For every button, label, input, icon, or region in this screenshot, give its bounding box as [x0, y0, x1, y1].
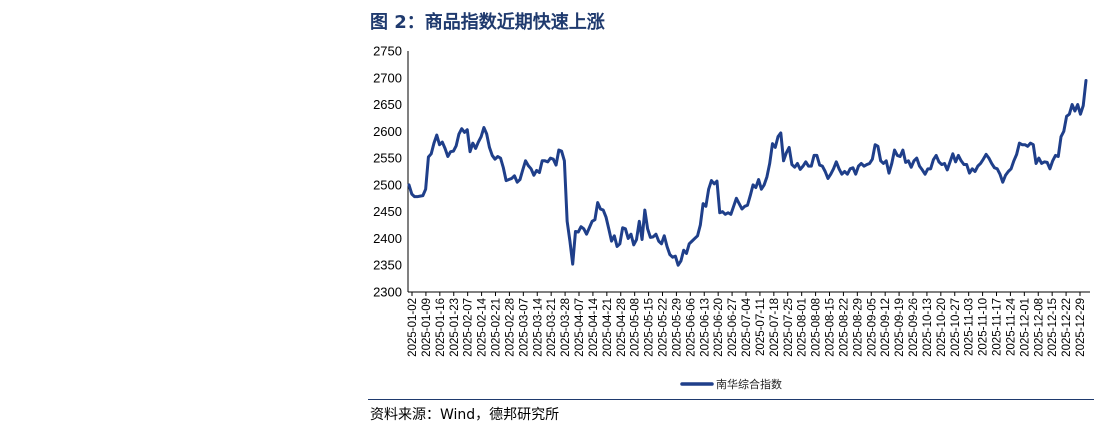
- x-tick-label: 2025-06-20: [713, 298, 725, 357]
- x-tick-label: 2025-12-22: [1061, 298, 1073, 357]
- x-tick-label: 2025-11-10: [978, 298, 990, 356]
- x-tick-label: 2025-11-24: [1005, 297, 1017, 356]
- x-tick-label: 2025-02-21: [491, 298, 503, 357]
- x-tick-label: 2025-03-28: [560, 298, 572, 357]
- y-tick-label: 2700: [373, 70, 402, 85]
- x-tick-label: 2025-11-17: [992, 298, 1004, 356]
- x-tick-label: 2025-05-15: [644, 298, 656, 357]
- x-tick-label: 2025-03-14: [532, 297, 544, 356]
- x-tick-label: 2025-07-04: [741, 297, 753, 356]
- x-tick-label: 2025-03-07: [518, 298, 530, 357]
- x-tick-label: 2025-03-21: [546, 298, 558, 357]
- legend-divider: [368, 399, 1094, 400]
- x-tick-label: 2025-06-06: [685, 298, 697, 357]
- x-tick-label: 2025-08-08: [811, 298, 823, 357]
- x-axis: 2025-01-02 2025-01-09 2025-01-16 2025-01-23…: [407, 291, 1090, 357]
- y-tick-label: 2550: [373, 151, 402, 166]
- x-tick-label: 2025-01-09: [421, 298, 433, 357]
- x-tick-label: 2025-01-02: [407, 298, 419, 357]
- y-axis: 2300 2350 2400 2450 2500 2550 2600 2650 2700 2750: [373, 44, 409, 300]
- y-tick-label: 2500: [373, 177, 402, 192]
- y-tick-label: 2400: [373, 231, 402, 246]
- x-tick-label: 2025-02-28: [504, 298, 516, 357]
- x-tick-label: 2025-09-12: [880, 298, 892, 357]
- x-tick-label: 2025-08-15: [825, 298, 837, 357]
- legend-label-nanhua: 南华综合指数: [716, 377, 782, 391]
- x-tick-label: 2025-10-27: [950, 298, 962, 357]
- x-tick-label: 2025-06-27: [727, 298, 739, 357]
- plot-area: [407, 78, 1088, 267]
- x-tick-label: 2025-04-14: [588, 297, 600, 356]
- x-tick-label: 2025-11-03: [964, 298, 976, 356]
- x-tick-label: 2025-07-18: [769, 298, 781, 357]
- x-tick-label: 2025-09-26: [908, 298, 920, 357]
- x-tick-label: 2025-12-15: [1047, 298, 1059, 357]
- x-tick-label: 2025-05-22: [658, 298, 670, 357]
- y-tick-label: 2300: [373, 285, 402, 300]
- figure-title: 图 2：商品指数近期快速上涨: [370, 12, 605, 33]
- legend: 南华综合指数: [680, 377, 782, 391]
- x-tick-label: 2025-08-22: [838, 298, 850, 357]
- x-tick-label: 2025-12-29: [1075, 298, 1087, 357]
- x-tick-label: 2025-08-29: [852, 298, 864, 357]
- y-tick-label: 2650: [373, 97, 402, 112]
- x-tick-label: 2025-04-21: [602, 298, 614, 357]
- x-tick-label: 2025-01-16: [435, 298, 447, 357]
- y-tick-label: 2350: [373, 258, 402, 273]
- x-tick-label: 2025-05-29: [671, 298, 683, 357]
- x-tick-label: 2025-08-01: [797, 298, 809, 357]
- source-note: 资料来源：Wind，德邦研究所: [370, 407, 560, 423]
- series-line-0: [407, 78, 1088, 267]
- x-tick-label: 2025-05-08: [630, 298, 642, 357]
- x-tick-label: 2025-01-23: [449, 298, 461, 357]
- x-tick-label: 2025-07-11: [755, 298, 767, 356]
- y-tick-label: 2600: [373, 124, 402, 139]
- x-tick-label: 2025-07-25: [783, 298, 795, 357]
- y-tick-label: 2450: [373, 204, 402, 219]
- x-tick-label: 2025-10-20: [936, 298, 948, 357]
- x-tick-label: 2025-04-07: [574, 298, 586, 357]
- x-tick-label: 2025-06-13: [699, 298, 711, 357]
- x-tick-label: 2025-02-07: [463, 298, 475, 357]
- x-tick-label: 2025-10-13: [922, 298, 934, 357]
- x-tick-label: 2025-02-14: [477, 297, 489, 356]
- x-tick-label: 2025-04-28: [616, 298, 628, 357]
- x-tick-label: 2025-12-08: [1033, 298, 1045, 357]
- x-tick-label: 2025-09-05: [866, 298, 878, 357]
- x-tick-label: 2025-09-19: [894, 298, 906, 357]
- y-tick-label: 2750: [373, 44, 402, 59]
- x-tick-label: 2025-12-01: [1019, 298, 1031, 357]
